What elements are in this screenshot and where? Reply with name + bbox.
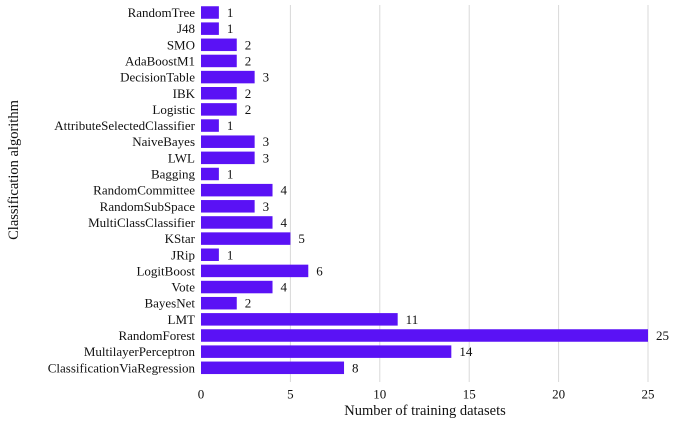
bar-logit-boost	[201, 264, 309, 278]
bar-layer	[201, 6, 648, 375]
data-label: 4	[281, 280, 288, 295]
bar-j-rip	[201, 248, 219, 261]
category-label: RandomTree	[128, 5, 196, 20]
category-label: RandomSubSpace	[100, 199, 196, 214]
data-label: 1	[227, 21, 234, 36]
category-label: ClassificationViaRegression	[48, 360, 196, 375]
category-label: NaiveBayes	[132, 134, 195, 149]
x-tick-label: 0	[198, 387, 205, 402]
category-label: IBK	[173, 86, 196, 101]
bar-k-star	[201, 232, 291, 245]
x-tick-label: 10	[373, 387, 386, 402]
x-tick-layer: 0 5 10 15 20 25	[198, 387, 655, 402]
x-tick-label: 15	[463, 387, 476, 402]
bar-smo	[201, 38, 237, 52]
data-label: 14	[459, 344, 473, 359]
bar-logistic	[201, 103, 237, 116]
category-label: SMO	[167, 37, 195, 52]
data-label: 3	[263, 150, 270, 165]
data-label: 3	[263, 199, 270, 214]
bar-random-sub-space	[201, 200, 255, 213]
category-label: Bagging	[151, 167, 196, 182]
data-label: 4	[281, 215, 288, 230]
bar-ada-boost-m1	[201, 54, 237, 68]
data-label: 2	[245, 102, 252, 117]
data-label: 3	[263, 70, 270, 85]
bar-classification-via-regression	[201, 361, 345, 375]
bar-naive-bayes	[201, 135, 255, 148]
bar-bagging	[201, 167, 219, 181]
category-label: JRip	[171, 247, 195, 262]
data-label: 3	[263, 134, 270, 149]
category-label: AttributeSelectedClassifier	[54, 118, 195, 133]
category-label: LWL	[168, 150, 195, 165]
bar-bayes-net	[201, 296, 237, 310]
bar-attribute-selected-classifier	[201, 119, 219, 132]
bar-lmt	[201, 313, 398, 326]
bar-decision-table	[201, 70, 255, 84]
category-label: Vote	[171, 280, 195, 295]
bar-random-committee	[201, 183, 273, 197]
bar-multi-class-classifier	[201, 216, 273, 229]
data-label: 8	[352, 360, 359, 375]
bar-lwl	[201, 151, 255, 165]
data-label: 5	[298, 231, 305, 246]
category-label: DecisionTable	[120, 70, 195, 85]
bar-ibk	[201, 87, 237, 100]
data-label: 1	[227, 118, 234, 133]
category-label: LogitBoost	[136, 263, 195, 278]
data-label: 2	[245, 37, 252, 52]
data-label: 2	[245, 296, 252, 311]
bar-multilayer-perceptron	[201, 345, 452, 358]
category-label: MultiClassClassifier	[88, 215, 196, 230]
category-label: Logistic	[152, 102, 195, 117]
category-label: AdaBoostM1	[125, 53, 195, 68]
bar-random-tree	[201, 6, 219, 19]
x-tick-label: 5	[287, 387, 294, 402]
x-tick-label: 25	[642, 387, 655, 402]
category-label: J48	[177, 21, 195, 36]
category-label: LMT	[168, 312, 196, 327]
category-label: RandomForest	[118, 328, 195, 343]
data-label: 1	[227, 247, 234, 262]
category-label: BayesNet	[144, 296, 195, 311]
category-label: MultilayerPerceptron	[84, 344, 196, 359]
y-axis-title: Classification algorithm	[6, 99, 22, 239]
data-label: 2	[245, 86, 252, 101]
category-label: RandomCommittee	[93, 183, 195, 198]
data-label: 25	[656, 328, 669, 343]
data-label: 1	[227, 5, 234, 20]
data-label: 6	[316, 263, 323, 278]
x-tick-label: 20	[552, 387, 565, 402]
x-axis-title: Number of training datasets	[344, 403, 506, 419]
bar-random-forest	[201, 329, 648, 342]
data-label: 4	[281, 183, 288, 198]
bar-j48	[201, 22, 219, 35]
data-label: 1	[227, 167, 234, 182]
data-label: 2	[245, 53, 252, 68]
data-label: 11	[406, 312, 419, 327]
bar-vote	[201, 280, 273, 294]
category-label: KStar	[165, 231, 196, 246]
